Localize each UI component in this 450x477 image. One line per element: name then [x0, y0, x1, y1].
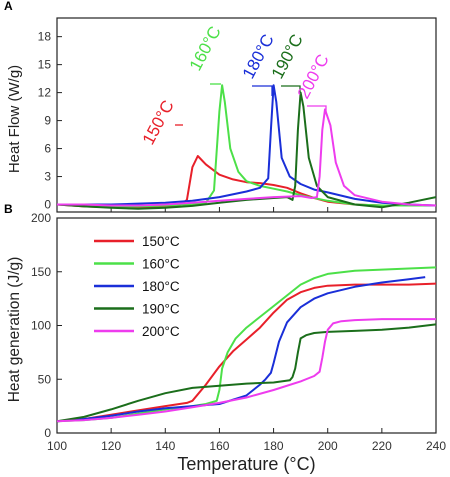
legend-label: 160°C — [142, 257, 180, 272]
y-tick-label: 9 — [44, 114, 51, 128]
y-tick-label: 12 — [38, 86, 52, 100]
y-tick-label: 3 — [44, 170, 51, 184]
series-line-160c — [57, 266, 436, 423]
x-tick-label: 140 — [155, 439, 175, 453]
y-tick-label: 18 — [38, 30, 52, 44]
y-tick-label: 150 — [31, 265, 51, 279]
legend-label: 200°C — [142, 324, 180, 339]
series-line-190c — [57, 91, 436, 210]
annotation-leader — [281, 85, 301, 92]
series-group — [57, 84, 436, 210]
annotation-label: 160°C — [186, 23, 225, 74]
series-line-200c — [57, 318, 436, 423]
y-tick-label: 0 — [44, 426, 51, 440]
y-axis-label: Heat Flow (W/g) — [6, 65, 23, 173]
series-line-180c — [57, 276, 426, 423]
y-tick-label: 100 — [31, 319, 51, 333]
series-line-180c — [57, 84, 436, 207]
annotation-label: 150°C — [139, 97, 178, 148]
y-tick-label: 200 — [31, 211, 51, 225]
plot-frame — [56, 17, 437, 213]
plot-frame — [56, 217, 437, 434]
y-tick-label: 6 — [44, 142, 51, 156]
x-tick-label: 100 — [47, 439, 67, 453]
y-tick-label: 0 — [44, 198, 51, 212]
panel-label: B — [4, 202, 13, 216]
series-line-190c — [57, 323, 436, 423]
y-tick-label: 50 — [38, 372, 52, 386]
legend-label: 180°C — [142, 279, 180, 294]
x-tick-label: 160 — [209, 439, 229, 453]
series-line-160c — [57, 84, 436, 208]
x-tick-label: 200 — [318, 439, 338, 453]
x-tick-label: 180 — [264, 439, 284, 453]
x-tick-label: 220 — [372, 439, 392, 453]
annotation-leader — [307, 105, 327, 114]
series-group — [57, 266, 436, 423]
x-tick-label: 120 — [101, 439, 121, 453]
legend-label: 190°C — [142, 302, 180, 317]
x-tick-label: 240 — [426, 439, 446, 453]
y-axis-label: Heat generation (J/g) — [6, 257, 23, 403]
y-tick-label: 15 — [38, 58, 52, 72]
legend-label: 150°C — [142, 234, 180, 249]
x-axis-label: Temperature (°C) — [177, 454, 315, 474]
series-line-150c — [57, 282, 436, 423]
annotation-leader — [252, 85, 273, 96]
panel-b-heat-generation-chart: B 0 50 100 150 200 100 120 140 160 180 200 220 240 Hea… — [4, 202, 446, 474]
panel-label: A — [4, 0, 13, 13]
series-line-200c — [57, 108, 436, 207]
annotation-label: 200°C — [294, 51, 333, 102]
